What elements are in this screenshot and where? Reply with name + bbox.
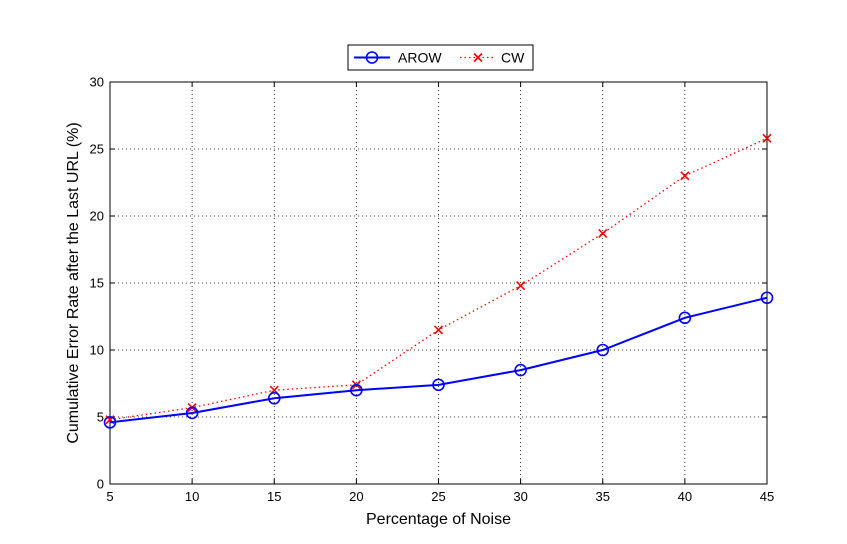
x-axis-title: Percentage of Noise [366,511,511,528]
legend-marker [365,51,379,64]
grid [110,82,767,484]
data-point-cw [433,325,444,335]
y-tick-label: 20 [90,209,104,224]
data-point-arow [678,311,692,325]
x-tick-label: 15 [267,489,281,504]
data-point-arow [514,363,527,377]
marker-stroke [598,228,608,238]
y-tick-label: 10 [90,343,104,358]
marker-stroke [516,281,526,291]
x-tick-label: 20 [349,489,363,504]
data-point-cw [680,171,690,181]
x-tick-label: 40 [678,489,692,504]
data-point-arow [432,378,445,392]
marker-stroke [762,133,772,143]
legend-marker [473,52,483,63]
x-tick-label: 5 [106,489,113,504]
data-point-arow [103,416,117,429]
data-point-cw [598,228,608,238]
legend-item-cw: CW [460,50,525,66]
data-point-cw [762,133,772,143]
data-point-cw [516,281,526,291]
y-axis-title: Cumulative Error Rate after the Last URL… [65,122,82,443]
data-point-arow [760,291,774,305]
data-point-arow [185,406,199,420]
legend-item-arow: AROW [354,50,442,66]
data-point-arow [267,391,281,405]
x-tick-label: 45 [760,489,774,504]
series-layer [103,133,774,429]
y-tick-label: 15 [90,276,104,291]
data-point-arow [596,343,610,357]
legend: AROW CW [347,44,534,71]
y-tick-label: 30 [90,75,104,90]
data-point-arow [350,383,363,397]
x-tick-label: 10 [185,489,199,504]
x-tick-label: 30 [513,489,527,504]
y-tick-label: 0 [97,477,104,492]
y-tick-label: 25 [90,142,104,157]
marker-stroke [680,171,690,181]
y-tick-label: 5 [97,410,104,425]
x-tick-label: 35 [596,489,610,504]
legend-label: CW [501,50,525,66]
legend-label: AROW [398,50,442,66]
x-tick-label: 25 [431,489,445,504]
marker-stroke [473,52,483,63]
series-arow [103,291,774,429]
series-line-arow [109,296,768,424]
marker-stroke [433,325,444,335]
